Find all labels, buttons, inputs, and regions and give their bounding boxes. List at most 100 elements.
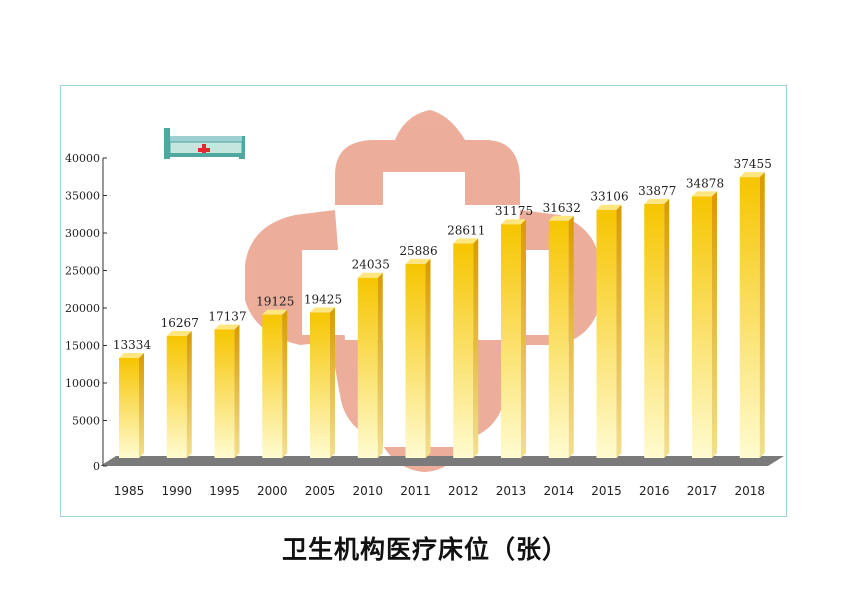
bar-2016: 33877 [638,184,676,459]
bar-2010: 24035 [352,258,390,458]
bar-side [712,191,717,459]
bar-2017: 34878 [686,176,724,459]
hospital-bed-icon [164,128,245,159]
bar-2005: 19425 [304,292,342,458]
bar-cap [596,204,622,210]
x-tick-label: 2005 [305,484,336,498]
bar-front [453,243,474,458]
y-tick-label: 20000 [65,302,100,315]
bar-side [759,172,765,458]
bar-side [139,352,144,458]
bar-2018: 37455 [734,157,772,458]
data-label: 13334 [113,338,152,352]
bar-front [644,203,665,458]
bar-front [166,335,187,458]
bar-front [310,312,330,458]
data-label: 19425 [304,292,342,306]
data-label: 31632 [543,201,581,215]
data-label: 33877 [638,184,676,198]
bar-side [186,330,192,458]
data-label: 37455 [734,157,772,171]
x-tick-label: 1985 [114,484,145,498]
bar-cap [739,172,765,178]
data-label: 24035 [352,258,390,272]
bar-cap [405,258,431,264]
bar-2012: 28611 [447,223,485,458]
y-tick-label: 25000 [65,265,100,278]
bar-side [377,272,383,458]
x-tick-label: 1990 [161,484,192,498]
bar-1995: 17137 [208,309,247,458]
data-label: 25886 [399,244,437,258]
data-label: 28611 [447,223,485,237]
bar-cap [119,352,144,358]
bar-cap [501,219,526,225]
x-axis: 1985 1990 1995 2000 2005 2010 2011 2012 2013 2014… [114,484,765,498]
x-tick-label: 2015 [591,484,622,498]
chart-floor [100,456,784,466]
x-tick-label: 2000 [257,484,288,498]
data-label: 33106 [590,190,628,204]
x-tick-label: 2012 [448,484,479,498]
x-tick-label: 2018 [734,484,765,498]
bar-cap [310,307,335,313]
bar-1990: 16267 [161,316,199,458]
y-tick-label: 30000 [65,227,100,240]
bar-front [119,357,139,458]
bar-side [521,219,526,458]
bar-front [548,220,569,458]
bar-front [739,177,760,458]
bar-front [357,277,378,458]
bar-cap [357,272,383,278]
bar-side [234,324,240,458]
bar-cap [262,309,288,315]
bar-side [425,258,431,458]
x-tick-label: 2014 [543,484,574,498]
x-tick-label: 2017 [687,484,718,498]
y-tick-label: 15000 [65,340,100,353]
bar-side [282,309,288,458]
data-label: 16267 [161,316,199,330]
chart-frame [60,85,787,517]
bar-1985: 13334 [113,338,152,458]
data-label: 17137 [208,309,246,323]
bar-front [262,314,283,458]
bar-cap [644,198,670,204]
bar-side [568,215,574,458]
chart-title: 卫生机构医疗床位（张） [281,535,568,564]
x-tick-label: 2016 [639,484,670,498]
bar-2015: 33106 [590,190,629,458]
y-tick-label: 35000 [65,190,100,203]
bar-2011: 25886 [399,244,438,458]
bar-cap [166,330,192,336]
bar-series: 13334 16267 17137 19125 19425 24035 25886 28611… [113,157,772,459]
data-label: 19125 [256,295,294,309]
y-tick-label: 0 [93,460,100,473]
bar-cap [692,191,717,197]
x-tick-label: 2013 [496,484,527,498]
bar-side [616,204,622,458]
y-tick-label: 5000 [72,415,100,428]
bar-2014: 31632 [543,201,581,458]
x-tick-label: 2011 [400,484,431,498]
y-tick-label: 10000 [65,377,100,390]
data-label: 34878 [686,176,724,190]
bar-side [473,238,479,458]
bar-2000: 19125 [256,295,294,458]
bar-2013: 31175 [495,204,533,458]
x-tick-label: 2010 [352,484,383,498]
bar-front [692,196,712,459]
bar-front [501,224,521,458]
bar-cap [453,238,479,244]
x-tick-label: 1995 [209,484,240,498]
bar-front [214,329,235,458]
bar-side [330,307,335,458]
y-tick-label: 40000 [65,152,100,165]
bar-cap [548,215,574,221]
data-label: 31175 [495,204,533,218]
bar-front [596,209,617,458]
bar-cap [214,324,240,330]
bar-front [405,263,426,458]
bar-side [664,198,670,459]
